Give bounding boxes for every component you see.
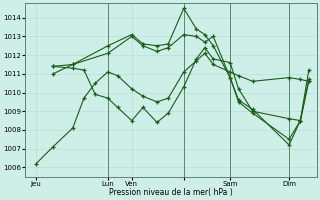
X-axis label: Pression niveau de la mer( hPa ): Pression niveau de la mer( hPa ) (109, 188, 233, 197)
